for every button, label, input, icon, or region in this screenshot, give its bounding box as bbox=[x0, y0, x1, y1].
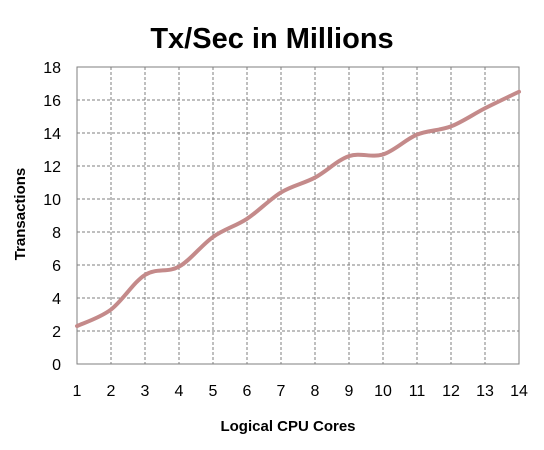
y-axis-ticks: 0 2 4 6 8 10 12 14 16 18 bbox=[43, 60, 61, 374]
y-tick-label-4: 8 bbox=[52, 225, 61, 242]
y-axis-label: Transactions bbox=[12, 168, 29, 261]
y-tick-label-6: 12 bbox=[43, 159, 61, 176]
x-tick-label-11: 12 bbox=[442, 383, 460, 400]
y-tick-label-1: 2 bbox=[52, 324, 61, 341]
x-axis-ticks: 1 2 3 4 5 6 7 8 9 10 11 12 13 14 bbox=[73, 383, 528, 400]
x-tick-label-4: 5 bbox=[209, 383, 218, 400]
x-tick-label-6: 7 bbox=[277, 383, 286, 400]
x-tick-label-3: 4 bbox=[175, 383, 184, 400]
y-tick-label-7: 14 bbox=[43, 126, 61, 143]
y-tick-label-9: 18 bbox=[43, 60, 61, 77]
chart-title: Tx/Sec in Millions bbox=[150, 23, 393, 55]
x-tick-label-10: 11 bbox=[409, 383, 426, 400]
series-group bbox=[75, 89, 521, 329]
x-tick-label-7: 8 bbox=[311, 383, 320, 400]
x-tick-label-9: 10 bbox=[374, 383, 392, 400]
y-tick-label-2: 4 bbox=[52, 291, 61, 308]
x-tick-label-12: 13 bbox=[476, 383, 494, 400]
y-tick-label-5: 10 bbox=[43, 192, 61, 209]
x-tick-label-0: 1 bbox=[73, 383, 82, 400]
x-tick-label-8: 9 bbox=[345, 383, 354, 400]
y-tick-label-3: 6 bbox=[52, 258, 61, 275]
plot-area bbox=[76, 66, 520, 365]
x-axis-label: Logical CPU Cores bbox=[220, 418, 355, 435]
x-tick-label-1: 2 bbox=[107, 383, 116, 400]
y-tick-label-8: 16 bbox=[43, 93, 61, 110]
x-tick-label-13: 14 bbox=[510, 383, 528, 400]
x-tick-label-2: 3 bbox=[141, 383, 150, 400]
grid bbox=[76, 66, 520, 365]
x-tick-label-5: 6 bbox=[243, 383, 252, 400]
series-line-0 bbox=[75, 89, 521, 329]
y-tick-label-0: 0 bbox=[52, 357, 61, 374]
